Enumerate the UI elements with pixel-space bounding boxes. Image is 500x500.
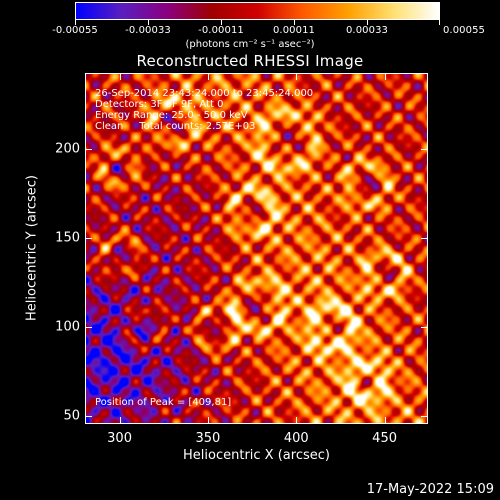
- colorbar-tick: [221, 20, 222, 25]
- x-tick-label: 450: [372, 431, 398, 446]
- x-tick-mark: [120, 417, 121, 423]
- colorbar-label: 0.00055: [442, 25, 486, 36]
- chart-title: Reconstructed RHESSI Image: [136, 52, 364, 70]
- y-tick-mark: [421, 327, 427, 328]
- y-tick-mark: [86, 327, 92, 328]
- heatmap-image: [86, 74, 427, 423]
- colorbar-label: 0.00011: [272, 25, 316, 36]
- y-tick-mark: [421, 238, 427, 239]
- y-tick-mark: [86, 416, 92, 417]
- colorbar-tick: [439, 20, 440, 25]
- x-tick-label: 400: [283, 431, 309, 446]
- colorbar-tick: [75, 20, 76, 25]
- y-tick-label: 150: [55, 230, 80, 246]
- plot-frame: [85, 73, 428, 424]
- y-tick-mark: [421, 149, 427, 150]
- x-tick-mark: [296, 417, 297, 423]
- y-tick-label: 50: [63, 408, 80, 424]
- colorbar-label: -0.00055: [52, 25, 98, 36]
- x-tick-label: 300: [107, 431, 132, 446]
- colorbar-tick: [148, 20, 149, 25]
- x-tick-mark: [385, 74, 386, 80]
- colorbar: [75, 2, 440, 20]
- y-tick-label: 200: [55, 141, 80, 157]
- y-tick-label: 100: [55, 319, 80, 335]
- y-tick-mark: [421, 416, 427, 417]
- x-tick-mark: [120, 74, 121, 80]
- colorbar-label: -0.00033: [125, 25, 171, 36]
- colorbar-tick: [294, 20, 295, 25]
- plot-timestamp: 17-May-2022 15:09: [366, 482, 494, 497]
- annotation-energy-range: Energy Range: 25.0 - 50.0 keV: [95, 110, 248, 121]
- annotation-peak-position: Position of Peak = [409,81]: [95, 397, 232, 408]
- x-tick-mark: [296, 74, 297, 80]
- annotation-clean-counts: Clean Total counts: 2.57E+03: [95, 121, 256, 132]
- colorbar-label: -0.00011: [198, 25, 244, 36]
- annotation-time-range: 26-Sep-2014 23:43:24.000 to 23:45:24.000: [95, 88, 314, 99]
- x-tick-mark: [208, 74, 209, 80]
- x-tick-label: 350: [195, 431, 221, 446]
- annotation-detectors: Detectors: 3F 6F 9F, Att 0: [95, 99, 224, 110]
- y-tick-mark: [86, 238, 92, 239]
- y-tick-mark: [86, 149, 92, 150]
- x-tick-mark: [208, 417, 209, 423]
- x-axis-label: Heliocentric X (arcsec): [183, 448, 330, 463]
- colorbar-units: (photons cm⁻² s⁻¹ asec⁻²): [185, 39, 315, 50]
- colorbar-label: 0.00033: [345, 25, 389, 36]
- y-axis-label: Heliocentric Y (arcsec): [24, 175, 40, 321]
- x-tick-mark: [385, 417, 386, 423]
- colorbar-tick: [367, 20, 368, 25]
